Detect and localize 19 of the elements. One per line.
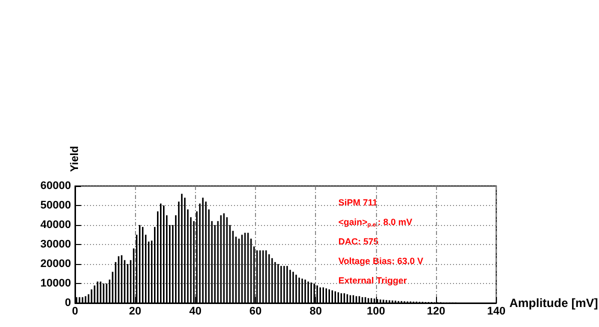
y-axis-title: Yield xyxy=(69,146,81,172)
y-tick-label: 30000 xyxy=(40,238,71,250)
x-tick-label: 80 xyxy=(310,306,322,318)
x-axis-title: Amplitude [mV] xyxy=(509,296,598,310)
annotation: Voltage Bias: 63.0 V xyxy=(338,256,424,266)
x-tick-label: 120 xyxy=(426,306,446,318)
y-tick-label: 60000 xyxy=(40,180,71,192)
y-tick-label: 0 xyxy=(64,297,71,309)
x-tick-label: 0 xyxy=(72,306,78,318)
x-tick-label: 20 xyxy=(129,306,142,318)
x-tick-label: 40 xyxy=(189,306,202,318)
x-tick-label: 140 xyxy=(487,306,506,318)
x-tick-label: 100 xyxy=(366,306,386,318)
y-tick-label: 50000 xyxy=(40,200,71,212)
y-tick-label: 20000 xyxy=(40,258,71,270)
x-tick-label: 60 xyxy=(249,306,262,318)
y-tick-label: 10000 xyxy=(40,278,71,290)
y-tick-label: 40000 xyxy=(40,219,71,231)
annotation: External Trigger xyxy=(338,276,408,286)
